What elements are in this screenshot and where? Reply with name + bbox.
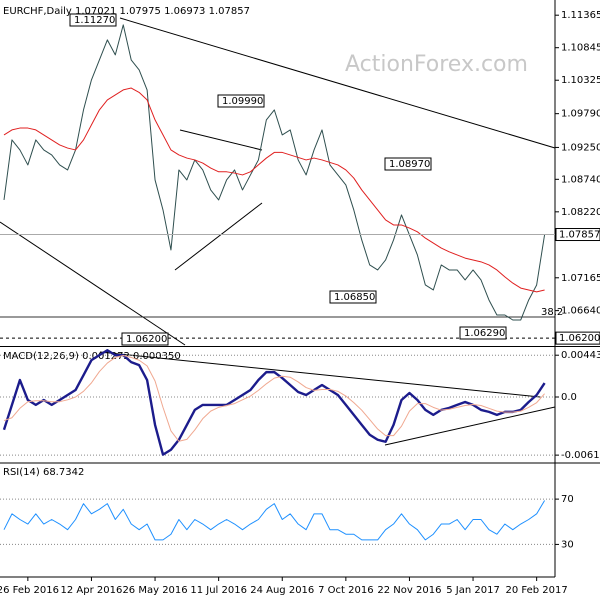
y-tick-label: 1.09790	[561, 109, 600, 120]
series-line	[3, 355, 545, 442]
annotation: 1.11270	[74, 15, 115, 26]
price-label-box	[555, 228, 600, 242]
panel-title: RSI(14) 68.7342	[3, 467, 84, 478]
y-tick-label: 0.004435	[561, 350, 600, 361]
panel-title: EURCHF,Daily 1.07021 1.07975 1.06973 1.0…	[3, 6, 250, 17]
frame	[0, 0, 600, 578]
x-tick-label: 22 Nov 2016	[377, 585, 441, 596]
y-tick-label: 70	[561, 494, 574, 505]
trend-line	[384, 406, 556, 446]
y-tick-label: 1.08740	[561, 174, 600, 185]
series-line	[3, 24, 546, 321]
y-tick-label: 1.08220	[561, 207, 600, 218]
x-tick-label: 26 Feb 2016	[0, 585, 59, 596]
annotation: 1.06850	[334, 292, 375, 303]
x-tick-label: 7 Oct 2016	[318, 585, 373, 596]
annotation: 1.06200	[126, 334, 167, 345]
annotation: 1.08970	[389, 159, 430, 170]
price-label: 1.06200	[559, 333, 600, 344]
y-tick-label: 1.10845	[561, 43, 600, 54]
series-line	[3, 87, 545, 293]
annotation-box	[384, 157, 432, 171]
y-tick-label: 1.10325	[561, 75, 600, 86]
trend-line	[119, 17, 556, 149]
y-tick-label: -0.00617	[561, 450, 600, 461]
panel-title: MACD(12,26,9) 0.001272 0.000350	[3, 351, 181, 362]
annotation-box	[459, 326, 507, 340]
x-tick-label: 11 Jul 2016	[190, 585, 247, 596]
annotation-box	[69, 13, 117, 27]
watermark: ActionForex.com	[345, 52, 528, 77]
annotation: 1.06290	[464, 328, 505, 339]
trend-line	[174, 202, 263, 271]
series-line	[3, 500, 546, 541]
price-label: 1.07857	[559, 230, 600, 241]
trend-line	[179, 129, 263, 151]
annotation: 38.2	[541, 307, 563, 318]
y-tick-label: 30	[561, 539, 574, 550]
x-tick-label: 5 Jan 2017	[446, 585, 500, 596]
trend-lines	[0, 17, 556, 446]
annotation: 1.09990	[222, 96, 263, 107]
trend-line	[99, 351, 541, 398]
price-label-box	[555, 331, 600, 345]
annotation-box	[329, 290, 377, 304]
y-tick-label: 0.0	[561, 392, 577, 403]
annotation-box	[217, 94, 265, 108]
annotation-box	[121, 332, 169, 346]
x-tick-label: 24 Aug 2016	[250, 585, 314, 596]
y-tick-label: 1.06640	[561, 306, 600, 317]
y-tick-label: 1.09250	[561, 142, 600, 153]
x-tick-label: 20 Feb 2017	[506, 585, 568, 596]
trend-line	[0, 221, 186, 346]
x-tick-label: 26 May 2016	[122, 585, 187, 596]
y-tick-label: 1.11365	[561, 10, 600, 21]
series-line	[2, 349, 546, 456]
x-tick-label: 12 Apr 2016	[61, 585, 123, 596]
y-tick-label: 1.07165	[561, 273, 600, 284]
